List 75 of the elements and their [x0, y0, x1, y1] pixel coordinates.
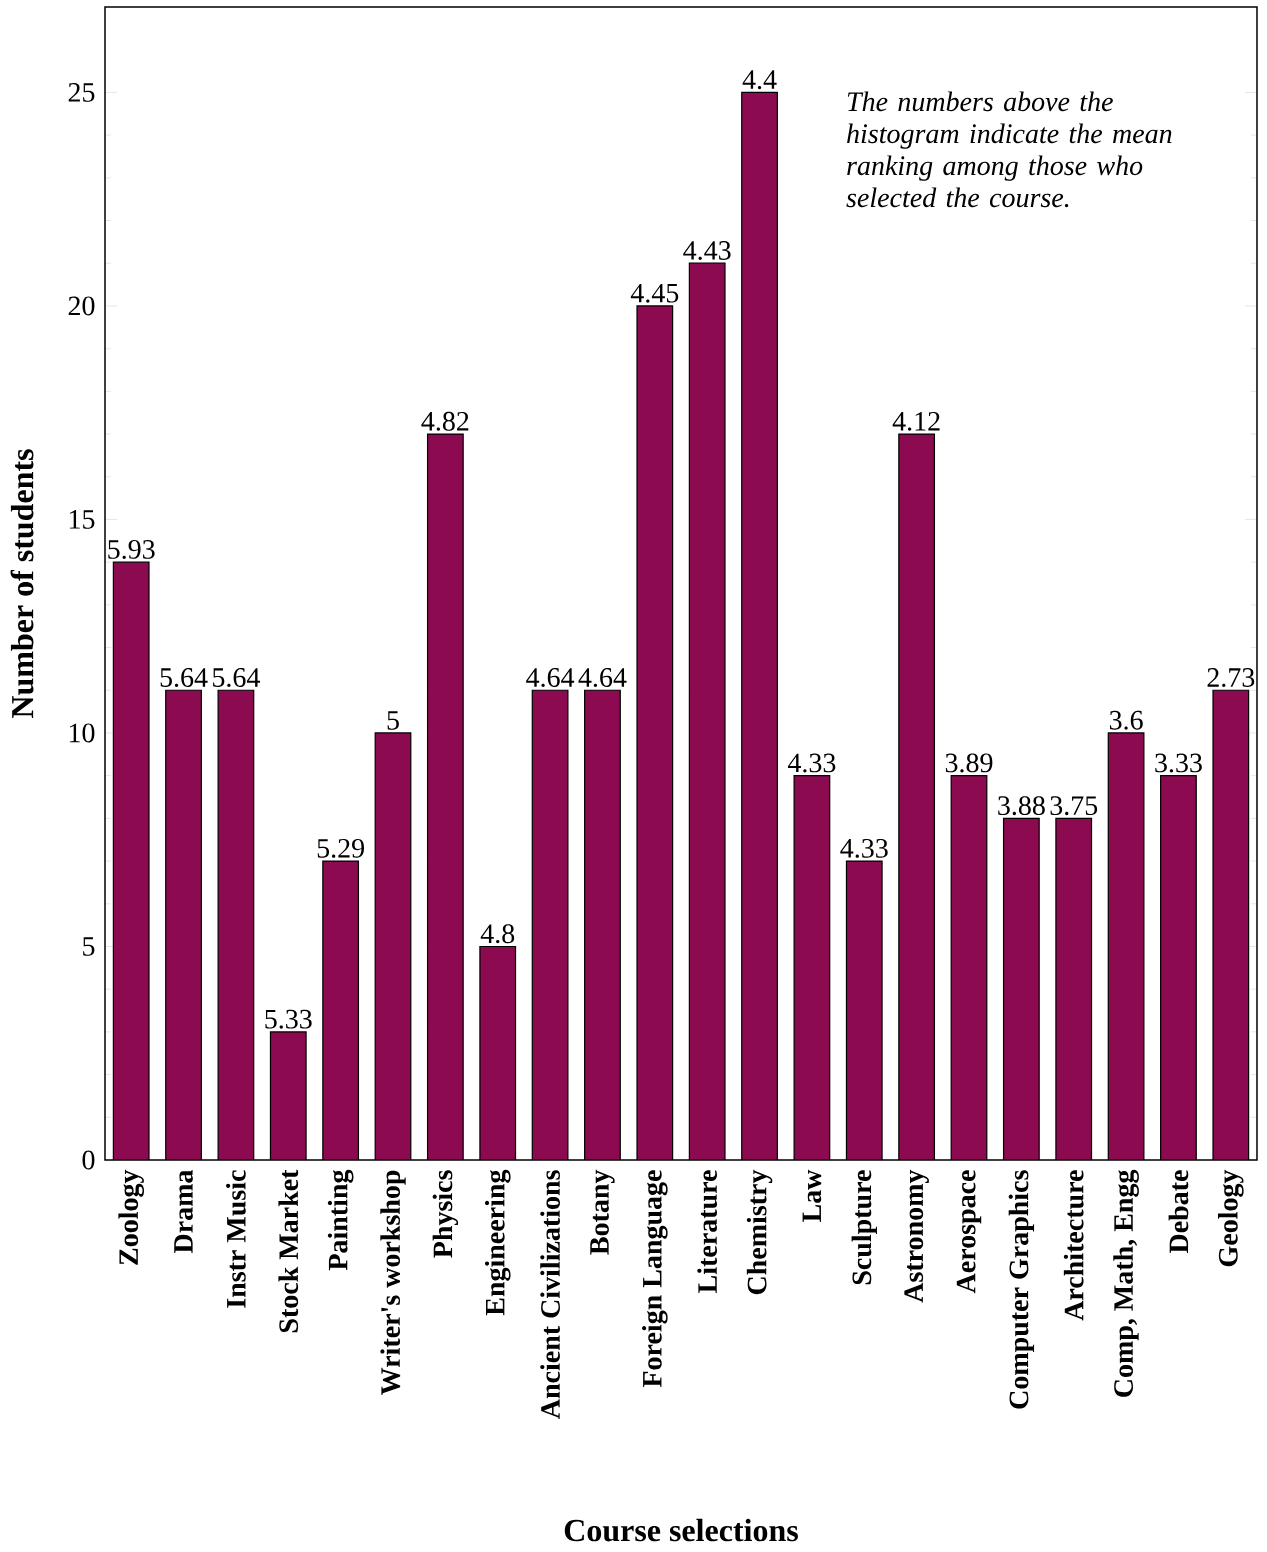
- bar: [427, 434, 464, 1160]
- x-tick-label: Sculpture: [851, 1170, 877, 1285]
- x-tick-label: Zoology: [118, 1169, 144, 1265]
- x-tick-label: Law: [802, 1169, 822, 1222]
- annotation: 3.89: [945, 753, 993, 773]
- y-tick-label: 5: [83, 937, 95, 956]
- y-tick-label: 20: [68, 296, 95, 316]
- annotation: 5.33: [265, 1009, 312, 1029]
- annotation: 3.88: [998, 796, 1045, 816]
- x-tick-label: Geology: [1218, 1169, 1244, 1267]
- annotation: 5.29: [317, 838, 364, 858]
- bar: [898, 434, 935, 1160]
- bar: [1108, 732, 1144, 1160]
- bar: [375, 732, 411, 1160]
- bar: [846, 861, 883, 1160]
- bar: [113, 562, 149, 1160]
- bar: [637, 305, 673, 1160]
- annotation: 4.64: [526, 668, 575, 688]
- bar: [794, 775, 830, 1160]
- bar: [584, 690, 621, 1160]
- annotation: 4.64: [578, 668, 627, 688]
- bar: [689, 263, 725, 1160]
- x-tick-label: Engineering: [484, 1169, 511, 1316]
- annotation: The numbers above the histogram indicate the mean ranking among those who selected the course.: [846, 91, 1172, 208]
- bar: [532, 690, 568, 1160]
- annotation: 4.8: [480, 924, 515, 944]
- x-tick-label: Foreign Language: [642, 1170, 668, 1388]
- annotation: 3.33: [1155, 753, 1202, 773]
- annotation: 5: [387, 711, 399, 730]
- y-axis-title: Number of students: [10, 449, 34, 719]
- annotation: 3.75: [1050, 796, 1098, 816]
- x-tick-label: Instr Music: [226, 1170, 246, 1308]
- x-tick-label: Painting: [327, 1169, 354, 1271]
- bar: [165, 690, 202, 1160]
- bar: [322, 861, 359, 1160]
- bar: [1212, 689, 1250, 1160]
- x-tick-label: Stock Market: [278, 1169, 299, 1333]
- y-tick-label: 10: [69, 723, 95, 743]
- x-tick-label: Debate: [1168, 1170, 1189, 1254]
- annotation: 5.93: [108, 540, 155, 559]
- bar: [270, 1031, 307, 1160]
- annotation: 5.64: [160, 668, 208, 688]
- x-tick-label: Ancient Civilizations: [540, 1170, 560, 1419]
- x-tick-label: Physics: [432, 1170, 459, 1258]
- y-tick-label: 0: [82, 1150, 95, 1170]
- bar: [951, 775, 987, 1160]
- y-tick-label: 15: [69, 510, 95, 529]
- bar: [1003, 818, 1040, 1160]
- bar: [479, 946, 516, 1160]
- annotation: 4.82: [421, 411, 469, 431]
- annotation: 4.43: [683, 241, 731, 261]
- bar: [218, 690, 254, 1160]
- bar: [1160, 775, 1197, 1160]
- annotation: 2.73: [1207, 668, 1255, 688]
- x-tick-label: Architecture: [1063, 1170, 1084, 1321]
- y-tick-label: 25: [68, 82, 95, 102]
- x-tick-label: Aerospace: [956, 1170, 982, 1294]
- annotation: 4.4: [742, 70, 777, 90]
- x-tick-label: Comp, Math, Engg: [1113, 1169, 1139, 1397]
- annotation: 3.6: [1109, 710, 1143, 730]
- annotation: 4.33: [840, 838, 888, 858]
- x-tick-label: Astronomy: [904, 1169, 929, 1303]
- x-tick-label: Literature: [697, 1170, 718, 1293]
- x-tick-label: Botany: [590, 1169, 615, 1255]
- x-axis-title: Course selections: [564, 1518, 798, 1542]
- x-tick-label: Drama: [174, 1169, 193, 1254]
- x-tick-label: Computer Graphics: [1008, 1170, 1035, 1409]
- annotation: 4.45: [630, 283, 679, 303]
- x-tick-label: Chemistry: [746, 1169, 773, 1295]
- x-tick-label: Writer's workshop: [380, 1170, 406, 1395]
- annotation: 4.12: [892, 411, 940, 431]
- bar: [1055, 818, 1092, 1160]
- bar: [741, 92, 778, 1160]
- annotation: 4.33: [787, 753, 836, 773]
- annotation: 5.64: [213, 668, 260, 688]
